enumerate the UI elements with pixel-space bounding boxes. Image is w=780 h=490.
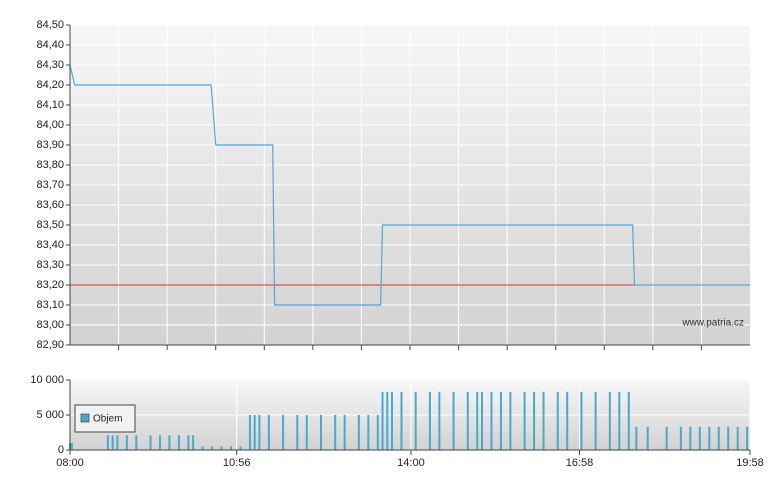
volume-bar [499, 391, 502, 450]
volume-bar [689, 426, 692, 450]
volume-bar [267, 415, 270, 450]
x-tick-label: 10:56 [223, 457, 251, 469]
volume-bar [125, 435, 128, 450]
x-tick-label: 16:58 [566, 457, 594, 469]
volume-bar [357, 415, 360, 450]
price-line [69, 64, 750, 306]
volume-bar [258, 415, 261, 450]
volume-bar [192, 435, 195, 450]
volume-bar [746, 426, 749, 450]
volume-bar [116, 435, 119, 450]
volume-bar [679, 426, 682, 450]
volume-bar [400, 391, 403, 450]
y-tick-label: 83,80 [36, 159, 64, 171]
y-tick-label: 84,10 [36, 99, 64, 111]
volume-bar [319, 415, 322, 450]
volume-bar [381, 391, 384, 450]
volume-bar [580, 391, 583, 450]
legend-label: Objem [93, 414, 122, 425]
y-tick-label: 82,90 [36, 339, 64, 351]
volume-bar [367, 415, 370, 450]
volume-bar [736, 426, 739, 450]
volume-bar [343, 415, 346, 450]
volume-bar [282, 415, 285, 450]
volume-bar [158, 435, 161, 450]
volume-bar [635, 426, 638, 450]
volume-bar [106, 435, 109, 450]
y-tick-label: 83,40 [36, 239, 64, 251]
y-tick-label: 83,30 [36, 259, 64, 271]
legend-swatch [80, 413, 90, 423]
volume-bar [594, 391, 597, 450]
volume-bar [452, 391, 455, 450]
volume-bar [490, 391, 493, 450]
volume-bar [466, 391, 469, 450]
x-tick-label: 08:00 [56, 457, 84, 469]
volume-bar [187, 435, 190, 450]
volume-bar [296, 415, 299, 450]
volume-bar [239, 446, 242, 450]
y-tick-label: 83,90 [36, 139, 64, 151]
volume-bar [618, 391, 621, 450]
y-tick-label: 84,00 [36, 119, 64, 131]
volume-bar [533, 391, 536, 450]
volume-bar [608, 391, 611, 450]
y-tick-label: 0 [58, 444, 64, 456]
volume-bar [428, 391, 431, 450]
y-tick-label: 83,20 [36, 279, 64, 291]
volume-bar [476, 391, 479, 450]
volume-bar [556, 391, 559, 450]
volume-bar [201, 446, 204, 450]
volume-bar [665, 426, 668, 450]
volume-bar [177, 435, 180, 450]
watermark: www.patria.cz [681, 318, 744, 329]
volume-bar [149, 435, 152, 450]
y-tick-label: 83,50 [36, 219, 64, 231]
volume-bar [376, 415, 379, 450]
volume-bar [168, 435, 171, 450]
volume-bar [627, 391, 630, 450]
volume-bar [211, 446, 214, 450]
volume-bar [305, 415, 308, 450]
volume-bar [438, 391, 441, 450]
volume-bar [248, 415, 251, 450]
volume-bar [698, 426, 701, 450]
y-tick-label: 10 000 [30, 374, 64, 386]
volume-bar [220, 446, 223, 450]
volume-bar [70, 443, 73, 450]
y-tick-label: 5 000 [36, 409, 64, 421]
volume-bar [480, 391, 483, 450]
volume-bar [509, 391, 512, 450]
volume-bar [253, 415, 256, 450]
volume-bar [717, 426, 720, 450]
y-tick-label: 83,70 [36, 179, 64, 191]
volume-bar [135, 435, 138, 450]
y-tick-label: 83,10 [36, 299, 64, 311]
y-tick-label: 83,00 [36, 319, 64, 331]
volume-bar [523, 391, 526, 450]
volume-bar [230, 446, 233, 450]
y-tick-label: 84,30 [36, 59, 64, 71]
volume-bar [542, 391, 545, 450]
volume-bar [386, 391, 389, 450]
volume-bar [727, 426, 730, 450]
volume-bar [646, 426, 649, 450]
y-tick-label: 84,20 [36, 79, 64, 91]
volume-bar [566, 391, 569, 450]
y-tick-label: 83,60 [36, 199, 64, 211]
x-tick-label: 14:00 [397, 457, 425, 469]
y-tick-label: 84,50 [36, 19, 64, 31]
volume-bar [334, 415, 337, 450]
volume-bar [111, 435, 114, 450]
volume-bar [414, 391, 417, 450]
volume-bar [391, 391, 394, 450]
volume-bar [708, 426, 711, 450]
y-tick-label: 84,40 [36, 39, 64, 51]
x-tick-label: 19:58 [736, 457, 764, 469]
